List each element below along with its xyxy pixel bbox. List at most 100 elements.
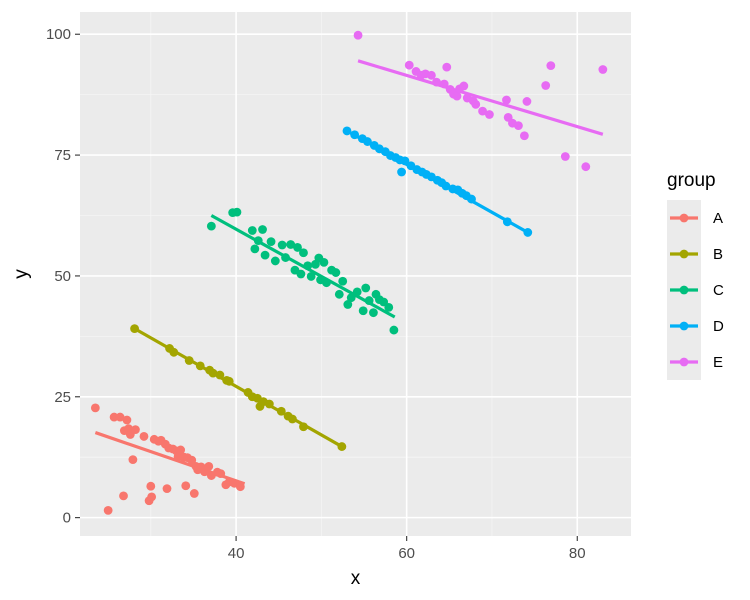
point-A bbox=[147, 492, 157, 502]
y-tick-label: 100 bbox=[46, 26, 71, 43]
point-E bbox=[404, 60, 414, 70]
point-B bbox=[264, 399, 274, 409]
legend-key-point-B bbox=[679, 249, 689, 259]
point-A bbox=[119, 491, 128, 501]
point-C bbox=[319, 257, 329, 267]
y-tick-label: 75 bbox=[54, 147, 71, 164]
point-A bbox=[187, 455, 197, 465]
point-E bbox=[432, 77, 441, 87]
point-C bbox=[322, 278, 331, 288]
point-C bbox=[343, 300, 353, 309]
point-A bbox=[115, 412, 125, 422]
point-E bbox=[459, 81, 469, 91]
point-E bbox=[522, 97, 532, 106]
point-D bbox=[400, 156, 410, 166]
legend-key-point-A bbox=[679, 213, 689, 223]
point-E bbox=[442, 62, 452, 72]
legend: group A B C D E bbox=[667, 170, 724, 380]
point-A bbox=[176, 445, 186, 455]
y-tick-label: 50 bbox=[54, 268, 71, 285]
point-E bbox=[439, 79, 449, 89]
legend-label-E: E bbox=[713, 354, 723, 371]
point-C bbox=[277, 240, 287, 250]
point-C bbox=[293, 243, 302, 252]
point-E bbox=[485, 110, 494, 119]
point-C bbox=[270, 256, 280, 266]
point-A bbox=[128, 455, 138, 465]
point-A bbox=[146, 481, 156, 491]
point-B bbox=[276, 406, 286, 416]
x-tick-label: 60 bbox=[398, 545, 415, 562]
point-A bbox=[181, 481, 191, 491]
point-E bbox=[502, 95, 511, 105]
point-C bbox=[346, 293, 356, 303]
point-B bbox=[215, 370, 225, 380]
point-C bbox=[260, 250, 270, 260]
point-A bbox=[216, 469, 226, 479]
point-A bbox=[103, 505, 113, 515]
point-C bbox=[303, 261, 313, 271]
point-D bbox=[467, 194, 476, 204]
point-B bbox=[169, 347, 179, 357]
point-D bbox=[441, 181, 451, 191]
point-C bbox=[253, 236, 263, 246]
point-C bbox=[358, 306, 368, 316]
x-axis-title: x bbox=[351, 568, 361, 589]
point-E bbox=[546, 61, 556, 71]
point-E bbox=[427, 70, 436, 80]
point-D bbox=[397, 167, 406, 177]
legend-label-B: B bbox=[713, 246, 723, 263]
point-E bbox=[541, 81, 551, 90]
y-tick-label: 25 bbox=[54, 389, 71, 406]
point-C bbox=[361, 283, 371, 293]
legend-title: group bbox=[667, 170, 716, 191]
point-B bbox=[184, 356, 194, 365]
point-A bbox=[139, 432, 149, 441]
point-C bbox=[352, 287, 362, 297]
point-B bbox=[195, 361, 205, 371]
point-C bbox=[286, 240, 296, 249]
point-B bbox=[287, 414, 297, 424]
point-C bbox=[250, 244, 260, 254]
point-C bbox=[338, 276, 348, 286]
point-C bbox=[296, 269, 306, 279]
fit-line-E bbox=[357, 59, 604, 136]
legend-label-C: C bbox=[713, 282, 724, 299]
point-D bbox=[502, 217, 512, 227]
legend-label-D: D bbox=[713, 318, 724, 335]
point-C bbox=[281, 253, 290, 262]
point-E bbox=[598, 65, 608, 74]
data-points bbox=[90, 30, 608, 515]
point-D bbox=[523, 228, 533, 237]
x-tick-label: 40 bbox=[228, 545, 245, 562]
legend-key-point-C bbox=[679, 285, 689, 295]
legend-key-point-D bbox=[679, 321, 689, 331]
point-C bbox=[334, 289, 344, 299]
point-B bbox=[208, 368, 218, 378]
fit-line-C bbox=[210, 214, 396, 319]
point-B bbox=[299, 422, 308, 432]
point-C bbox=[369, 308, 378, 318]
point-D bbox=[363, 137, 372, 146]
y-tick-label: 0 bbox=[63, 510, 71, 527]
point-E bbox=[452, 91, 462, 101]
point-A bbox=[235, 482, 245, 492]
legend-label-A: A bbox=[713, 210, 723, 227]
point-E bbox=[514, 121, 523, 130]
point-B bbox=[337, 442, 347, 451]
point-B bbox=[224, 376, 234, 386]
x-axis-ticks: 40 60 80 bbox=[228, 536, 586, 562]
point-C bbox=[389, 325, 399, 335]
point-E bbox=[471, 99, 481, 109]
point-E bbox=[353, 30, 363, 40]
point-A bbox=[90, 403, 100, 413]
point-A bbox=[189, 489, 199, 498]
point-C bbox=[306, 272, 316, 281]
point-C bbox=[331, 268, 341, 277]
y-axis-title: y bbox=[11, 269, 32, 279]
point-A bbox=[122, 415, 132, 425]
legend-key-point-E bbox=[679, 357, 689, 367]
point-C bbox=[384, 302, 394, 312]
point-A bbox=[131, 425, 140, 435]
